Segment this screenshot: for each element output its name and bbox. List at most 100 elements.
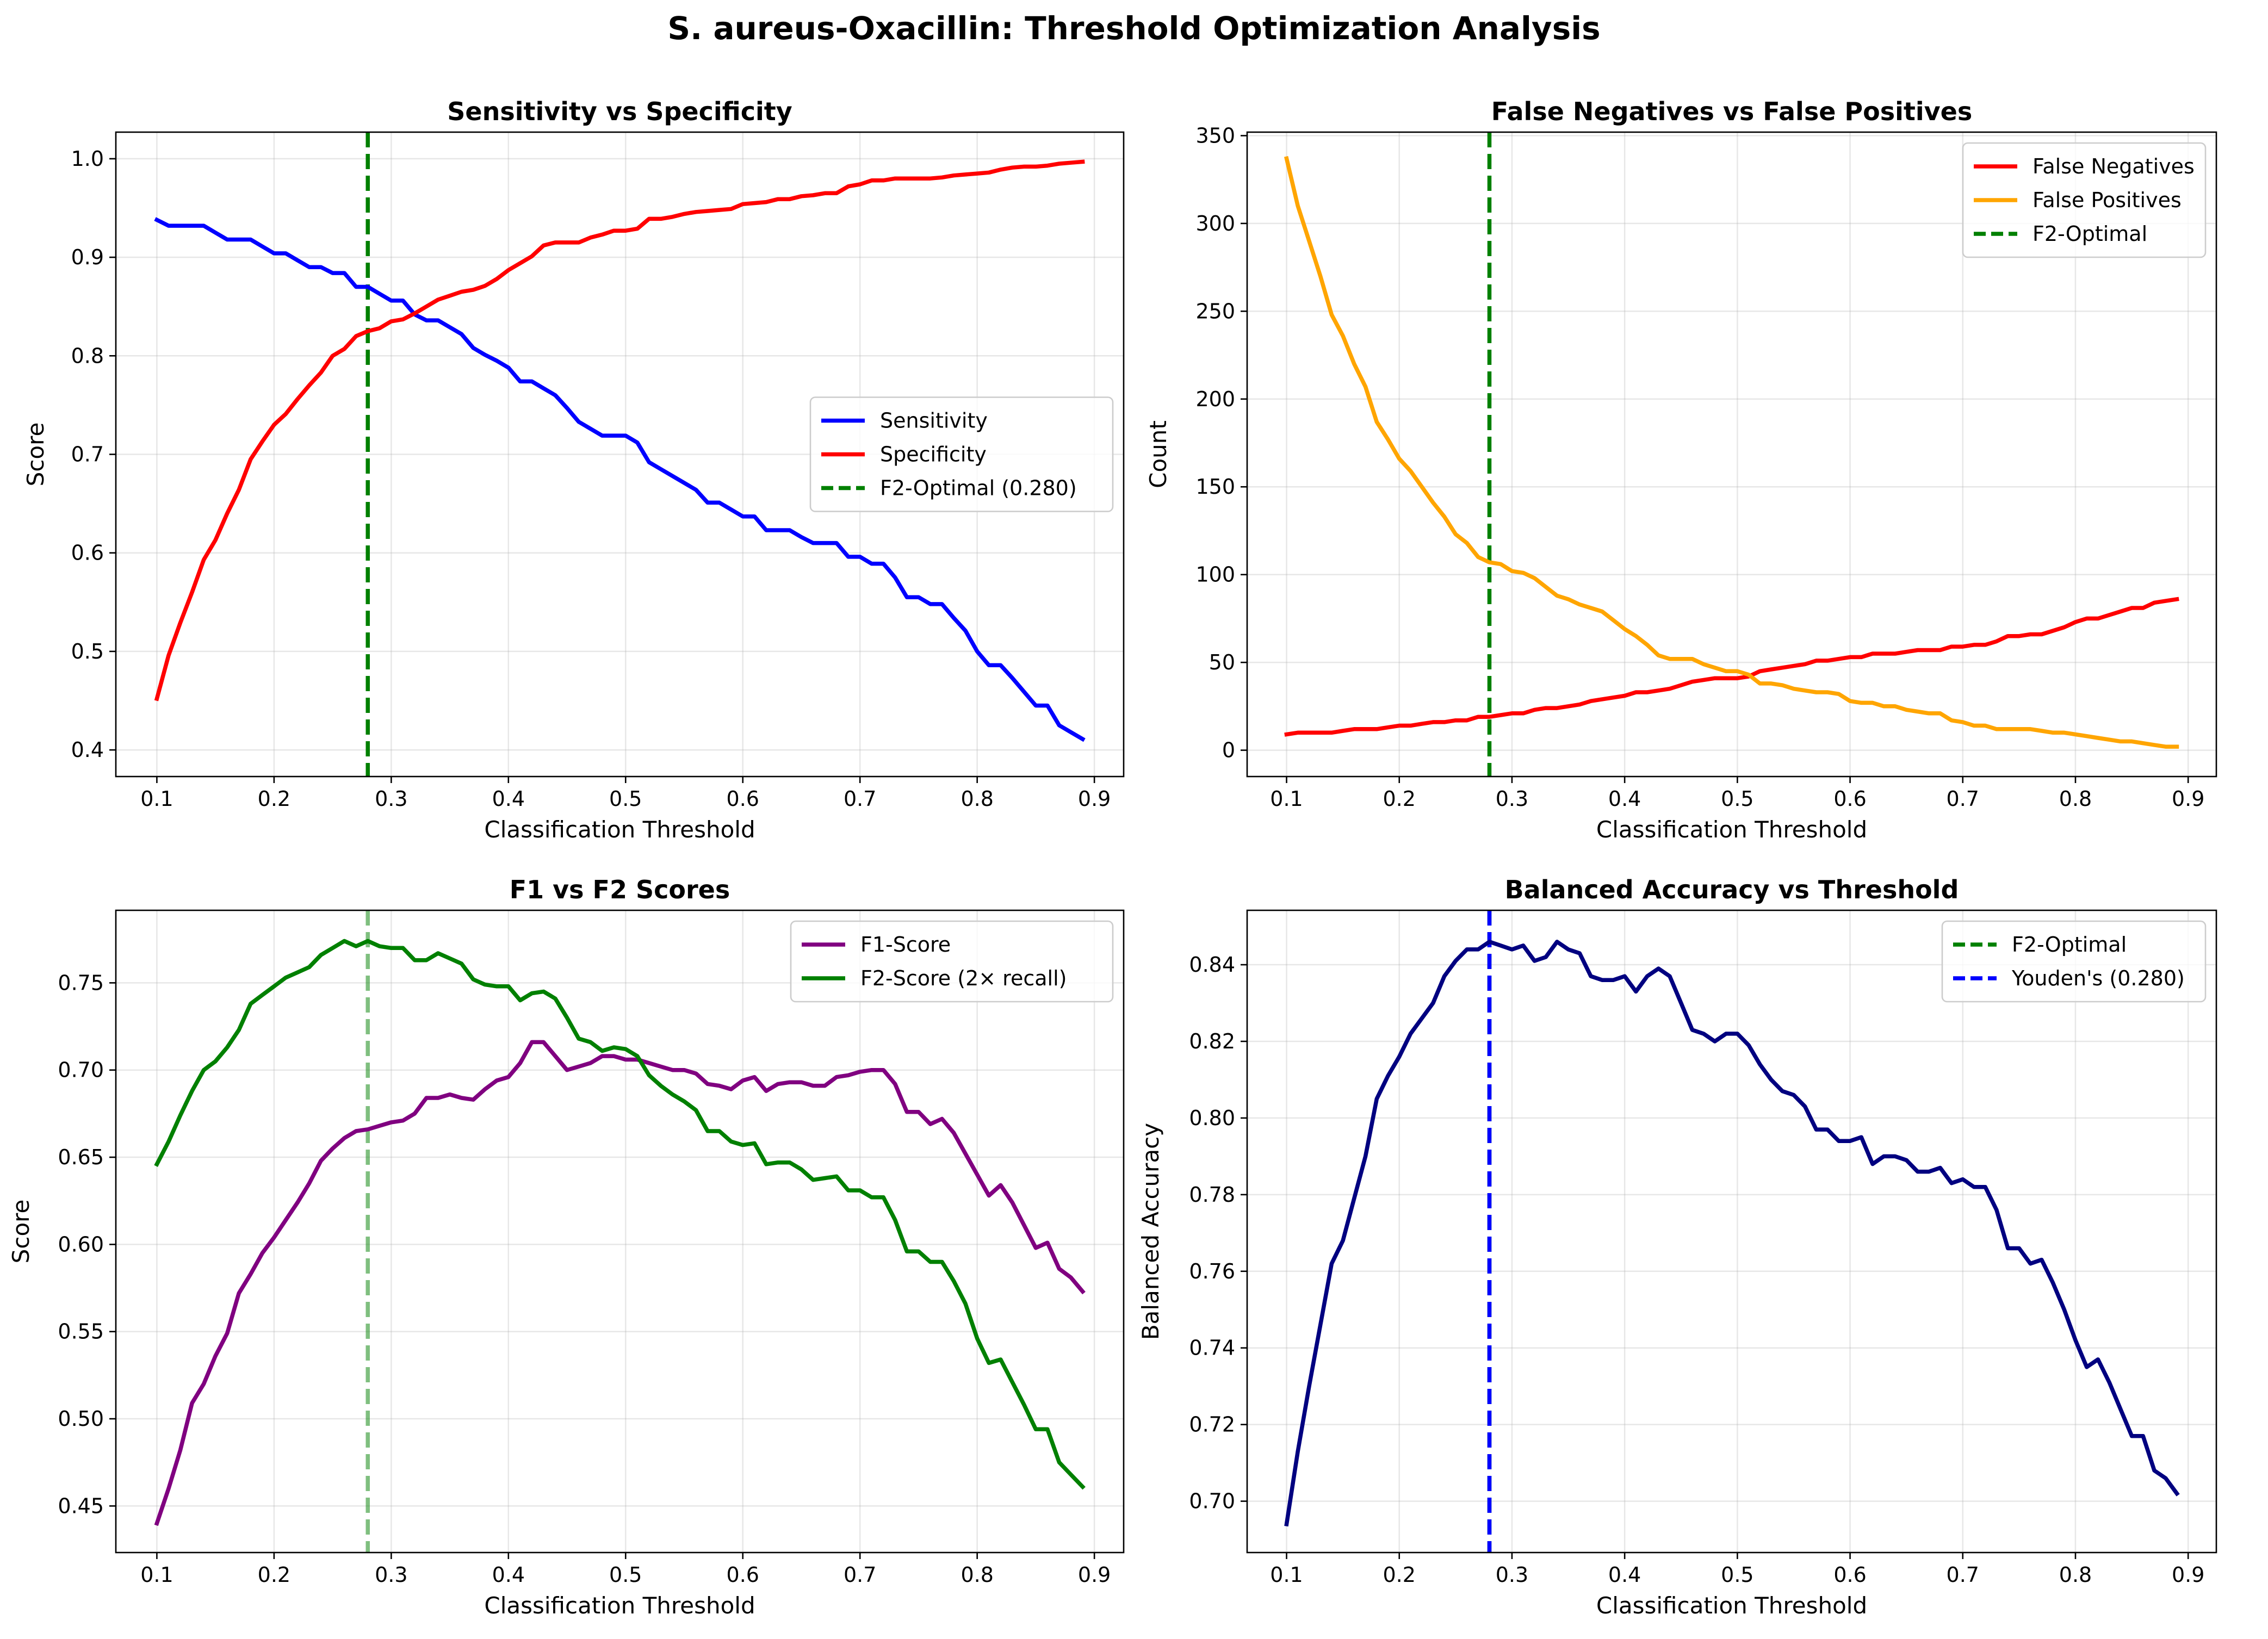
x-tick-label: 0.1	[1270, 1563, 1303, 1587]
x-tick-label: 0.2	[258, 787, 290, 811]
x-tick-label: 0.7	[1947, 787, 1979, 811]
x-tick-label: 0.6	[727, 1563, 759, 1587]
x-tick-label: 0.3	[1496, 787, 1528, 811]
y-tick-label: 0.70	[1189, 1489, 1235, 1513]
x-tick-label: 0.5	[609, 787, 642, 811]
axes-frame	[1246, 909, 2217, 1554]
legend-box	[809, 396, 1114, 512]
x-tick-label: 0.5	[1721, 1563, 1753, 1587]
x-tick-label: 0.6	[727, 787, 759, 811]
y-tick-label: 1.0	[71, 147, 104, 171]
y-tick-label: 0.50	[58, 1407, 104, 1431]
legend-label: Specificity	[880, 443, 987, 467]
x-axis-label: Classification Threshold	[1596, 1592, 1867, 1619]
x-tick-label: 0.9	[2172, 1563, 2204, 1587]
y-tick-label: 0.78	[1189, 1183, 1235, 1207]
legend-box	[1962, 142, 2207, 258]
subplot-4: 0.1 0.2 0.3 0.4 0.5 0.6 0.7 0.8 0.9 0.70 0.72 0.74 0…	[1137, 875, 2217, 1619]
subplot-1: 0.1 0.2 0.3 0.4 0.5 0.6 0.7 0.8 0.9 0.4 0.5 0.6 0.7 0…	[22, 97, 1125, 843]
y-tick-label: 250	[1195, 299, 1235, 323]
y-tick-label: 0.65	[58, 1145, 104, 1169]
y-tick-label: 0.76	[1189, 1259, 1235, 1283]
y-tick-label: 0.84	[1189, 953, 1235, 977]
series-lines	[1284, 940, 2180, 1527]
y-tick-label: 0.60	[58, 1232, 104, 1256]
subplot-3: 0.1 0.2 0.3 0.4 0.5 0.6 0.7 0.8 0.9 0.45 0.50 0.55 0…	[8, 875, 1125, 1619]
x-tick-label: 0.8	[961, 1563, 993, 1587]
figure-suptitle: S. aureus-Oxacillin: Threshold Optimizat…	[667, 10, 1600, 47]
x-tick-label: 0.8	[2059, 787, 2092, 811]
y-tick-label: 0.45	[58, 1494, 104, 1518]
legend-label: F2-Optimal (0.280)	[880, 476, 1077, 500]
legend: False Negatives False Positives F2-Optimal	[1962, 142, 2207, 258]
x-tick-label: 0.5	[609, 1563, 642, 1587]
y-tick-label: 150	[1195, 475, 1235, 499]
series-line-f2-score-2-recall	[154, 939, 1086, 1490]
y-tick-label: 0.9	[71, 245, 104, 269]
legend: F1-Score F2-Score (2× recall)	[790, 920, 1114, 1003]
x-tick-label: 0.8	[2059, 1563, 2092, 1587]
subplot-title: Balanced Accuracy vs Threshold	[1505, 875, 1959, 904]
x-tick-label: 0.9	[1078, 787, 1111, 811]
subplot-title: Sensitivity vs Specificity	[447, 97, 792, 126]
y-tick-label: 0.7	[71, 443, 104, 467]
y-tick-label: 0.82	[1189, 1029, 1235, 1053]
subplot-panels: 0.1 0.2 0.3 0.4 0.5 0.6 0.7 0.8 0.90.40.50.60.70…	[8, 97, 2217, 1619]
x-axis-label: Classification Threshold	[1596, 816, 1867, 843]
x-tick-label: 0.1	[140, 787, 173, 811]
series-lines	[154, 939, 1086, 1526]
legend-label: F2-Optimal	[2012, 933, 2127, 957]
y-tick-label: 0.75	[58, 971, 104, 995]
x-tick-label: 0.8	[961, 787, 993, 811]
y-axis-label: Balanced Accuracy	[1137, 1123, 1164, 1340]
y-tick-label: 0.72	[1189, 1413, 1235, 1437]
legend-label: F2-Optimal	[2032, 222, 2147, 246]
legend-label: False Positives	[2032, 188, 2182, 212]
subplot-title: F1 vs F2 Scores	[510, 875, 730, 904]
series-line-sensitivity	[154, 217, 1086, 742]
x-axis-label: Classification Threshold	[484, 816, 755, 843]
legend-label: F1-Score	[860, 933, 951, 957]
x-tick-label: 0.3	[1496, 1563, 1528, 1587]
y-tick-label: 350	[1195, 123, 1235, 147]
x-tick-label: 0.7	[844, 1563, 876, 1587]
legend-label: F2-Score (2× recall)	[860, 966, 1067, 990]
y-tick-label: 0.55	[58, 1320, 104, 1344]
legend-label: Youden's (0.280)	[2011, 966, 2185, 990]
y-tick-label: 100	[1195, 563, 1235, 587]
y-tick-label: 200	[1195, 387, 1235, 411]
y-tick-label: 0.74	[1189, 1336, 1235, 1360]
y-tick-label: 0.70	[58, 1058, 104, 1082]
x-tick-label: 0.4	[1608, 1563, 1641, 1587]
subplot-2: 0.1 0.2 0.3 0.4 0.5 0.6 0.7 0.8 0.9 0 50 100 150 200 2…	[1145, 97, 2217, 843]
y-tick-label: 0.8	[71, 344, 104, 368]
x-tick-label: 0.7	[1947, 1563, 1979, 1587]
series-line-false-negatives	[1284, 597, 2179, 737]
legend-label: Sensitivity	[880, 409, 988, 433]
x-tick-label: 0.3	[375, 787, 407, 811]
legend-box	[790, 920, 1114, 1003]
x-tick-label: 0.6	[1833, 1563, 1866, 1587]
y-tick-label: 0.5	[71, 640, 104, 663]
x-tick-label: 0.2	[1383, 787, 1416, 811]
x-tick-label: 0.7	[844, 787, 876, 811]
series-lines	[1284, 156, 2179, 749]
y-tick-label: 300	[1195, 212, 1235, 235]
x-tick-label: 0.5	[1721, 787, 1753, 811]
x-axis-label: Classification Threshold	[484, 1592, 755, 1619]
series-line-f1-score	[154, 1040, 1086, 1526]
y-axis-label: Count	[1145, 420, 1172, 488]
y-tick-label: 0.4	[71, 738, 104, 762]
subplot-title: False Negatives vs False Positives	[1491, 97, 1972, 126]
legend-label: False Negatives	[2032, 154, 2195, 178]
axes-frame	[1246, 131, 2217, 778]
x-tick-label: 0.9	[1078, 1563, 1111, 1587]
x-tick-label: 0.9	[2172, 787, 2204, 811]
y-tick-label: 0.80	[1189, 1106, 1235, 1130]
x-tick-label: 0.4	[492, 787, 525, 811]
x-tick-label: 0.6	[1833, 787, 1866, 811]
x-tick-label: 0.1	[140, 1563, 173, 1587]
series-line-false-positives	[1284, 156, 2179, 749]
